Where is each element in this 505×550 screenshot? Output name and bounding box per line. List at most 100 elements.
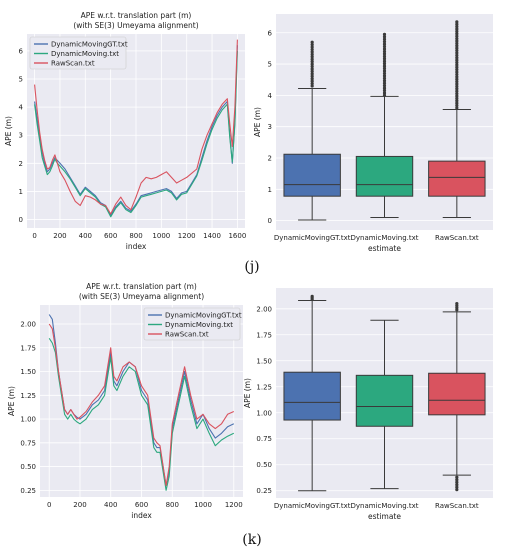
j-box-outlier xyxy=(382,44,387,49)
j-line-legend-entry: DynamicMoving.txt xyxy=(51,50,119,58)
j-box-outlier xyxy=(310,55,314,59)
j-line-legend-entry: RawScan.txt xyxy=(51,60,95,68)
k-box-ytick-label: 1.25 xyxy=(256,383,272,391)
j-box-outlier xyxy=(382,84,387,88)
j-box-outlier xyxy=(455,106,459,110)
j-box-outlier xyxy=(310,40,314,44)
j-box-xtick-label: DynamicMoving.txt xyxy=(350,234,418,242)
j-box-ytick-label: 6 xyxy=(268,29,273,37)
k-line-ytick-label: 1.25 xyxy=(20,392,36,400)
j-box-outlier xyxy=(382,74,387,78)
j-box-outlier xyxy=(382,32,387,36)
j-box-outlier xyxy=(382,35,387,39)
k-box-ytick-label: 0.75 xyxy=(256,435,272,443)
j-box-outlier xyxy=(382,49,387,54)
j-box-outlier xyxy=(310,81,314,86)
k-box-box xyxy=(355,374,414,427)
j-box-outlier xyxy=(310,52,314,56)
j-box-outlier xyxy=(455,58,459,62)
k-line-xtick-label: 400 xyxy=(104,501,117,509)
j-box-outlier xyxy=(455,87,459,91)
k-line-legend-entry: DynamicMoving.txt xyxy=(165,321,233,329)
j-box-outlier xyxy=(310,67,314,71)
j-box-ylabel: APE (m) xyxy=(253,107,262,137)
j-box-outlier xyxy=(310,50,314,54)
j-box-outlier xyxy=(455,41,459,45)
j-box-box xyxy=(355,155,414,197)
j-box-xtick-label: DynamicMovingGT.txt xyxy=(274,234,351,242)
j-box-outlier xyxy=(455,84,459,88)
k-line-subtitle: (with SE(3) Umeyama alignment) xyxy=(79,292,204,301)
j-box-outlier xyxy=(455,25,459,29)
j-line-chart: 0 1 2 3 4 5 6 APE (m) index 0 200 400 600 800 1000 1200… xyxy=(4,11,246,251)
j-box-box xyxy=(428,160,486,197)
j-line-legend-entry: DynamicMovingGT.txt xyxy=(51,41,128,49)
k-line-ylabel: APE (m) xyxy=(7,386,16,416)
j-box-outlier xyxy=(310,60,314,64)
k-line-chart: 0.25 0.50 0.75 1.00 1.25 1.50 1.75 2.00 APE (m) i… xyxy=(7,282,243,520)
j-box-outlier xyxy=(455,101,459,105)
j-box-outlier xyxy=(455,56,459,60)
j-box-ytick-label: 5 xyxy=(268,61,272,69)
j-box-box xyxy=(283,153,341,197)
j-box-outlier xyxy=(310,43,314,47)
k-box-ytick-label: 0.50 xyxy=(256,461,272,469)
j-box-outlier xyxy=(382,37,387,41)
j-box-outlier xyxy=(455,65,459,69)
k-line-ytick-label: 1.75 xyxy=(20,344,36,352)
j-box-outlier xyxy=(455,20,459,24)
k-box-xtick-label: RawScan.txt xyxy=(435,502,479,510)
j-box-outlier xyxy=(310,57,314,61)
k-box-ytick-label: 0.25 xyxy=(256,487,272,495)
k-line-xtick-label: 800 xyxy=(166,501,179,509)
j-box-ytick-label: 0 xyxy=(268,217,272,225)
j-box-xlabel: estimate xyxy=(368,244,401,253)
k-box-chart: 0.25 0.50 0.75 1.00 1.25 1.50 1.75 2.00 APE (m) e… xyxy=(243,288,493,521)
j-line-xtick-label: 200 xyxy=(53,232,66,240)
j-line-xtick-label: 800 xyxy=(129,232,142,240)
k-line-legend-entry: RawScan.txt xyxy=(165,331,209,339)
j-line-series-line xyxy=(34,39,238,215)
k-box-ytick-label: 1.00 xyxy=(256,409,272,417)
j-box-outlier xyxy=(310,74,314,78)
j-box-outlier xyxy=(455,44,459,48)
k-line-legend xyxy=(143,307,241,341)
k-box-ytick-label: 1.75 xyxy=(256,331,272,339)
j-box-outlier xyxy=(455,32,459,36)
j-box-outlier xyxy=(382,86,387,90)
j-box-outlier xyxy=(455,94,459,98)
j-box-outlier xyxy=(455,103,459,108)
k-line-legend-entry: DynamicMovingGT.txt xyxy=(165,312,242,320)
j-line-ytick-label: 0 xyxy=(19,216,23,224)
j-box-outlier xyxy=(382,71,387,76)
j-line-xtick-label: 1000 xyxy=(152,232,170,240)
k-box-xtick-label: DynamicMoving.txt xyxy=(350,502,418,510)
k-line-xtick-label: 600 xyxy=(135,501,148,509)
j-box-outlier xyxy=(455,39,459,43)
j-box-outlier xyxy=(455,51,459,55)
j-line-xtick-label: 0 xyxy=(32,232,36,240)
k-line-xtick-label: 200 xyxy=(73,501,86,509)
k-line-title: APE w.r.t. translation part (m) xyxy=(86,282,197,291)
j-box-outlier xyxy=(455,53,459,57)
j-box-outlier xyxy=(455,80,459,84)
k-box-outlier xyxy=(455,480,459,484)
j-box-outlier xyxy=(455,60,459,65)
j-box-outlier xyxy=(382,88,387,93)
j-box-ytick-label: 4 xyxy=(268,92,273,100)
j-line-ytick-label: 3 xyxy=(19,132,23,140)
k-line-xtick-label: 1200 xyxy=(225,501,243,509)
j-box-outlier xyxy=(310,79,314,83)
k-line-ytick-label: 0.25 xyxy=(20,487,36,495)
j-box-outlier xyxy=(382,62,387,66)
j-box-outlier xyxy=(310,62,314,66)
j-line-subtitle: (with SE(3) Umeyama alignment) xyxy=(73,21,198,30)
j-box-outlier xyxy=(455,75,459,79)
j-box-outlier xyxy=(382,79,387,83)
j-line-xtick-label: 1400 xyxy=(203,232,221,240)
j-box-outlier xyxy=(455,22,459,26)
j-line-ytick-label: 5 xyxy=(19,75,23,83)
k-box-xlabel: estimate xyxy=(368,512,401,521)
panel-label-j: (j) xyxy=(244,259,259,275)
